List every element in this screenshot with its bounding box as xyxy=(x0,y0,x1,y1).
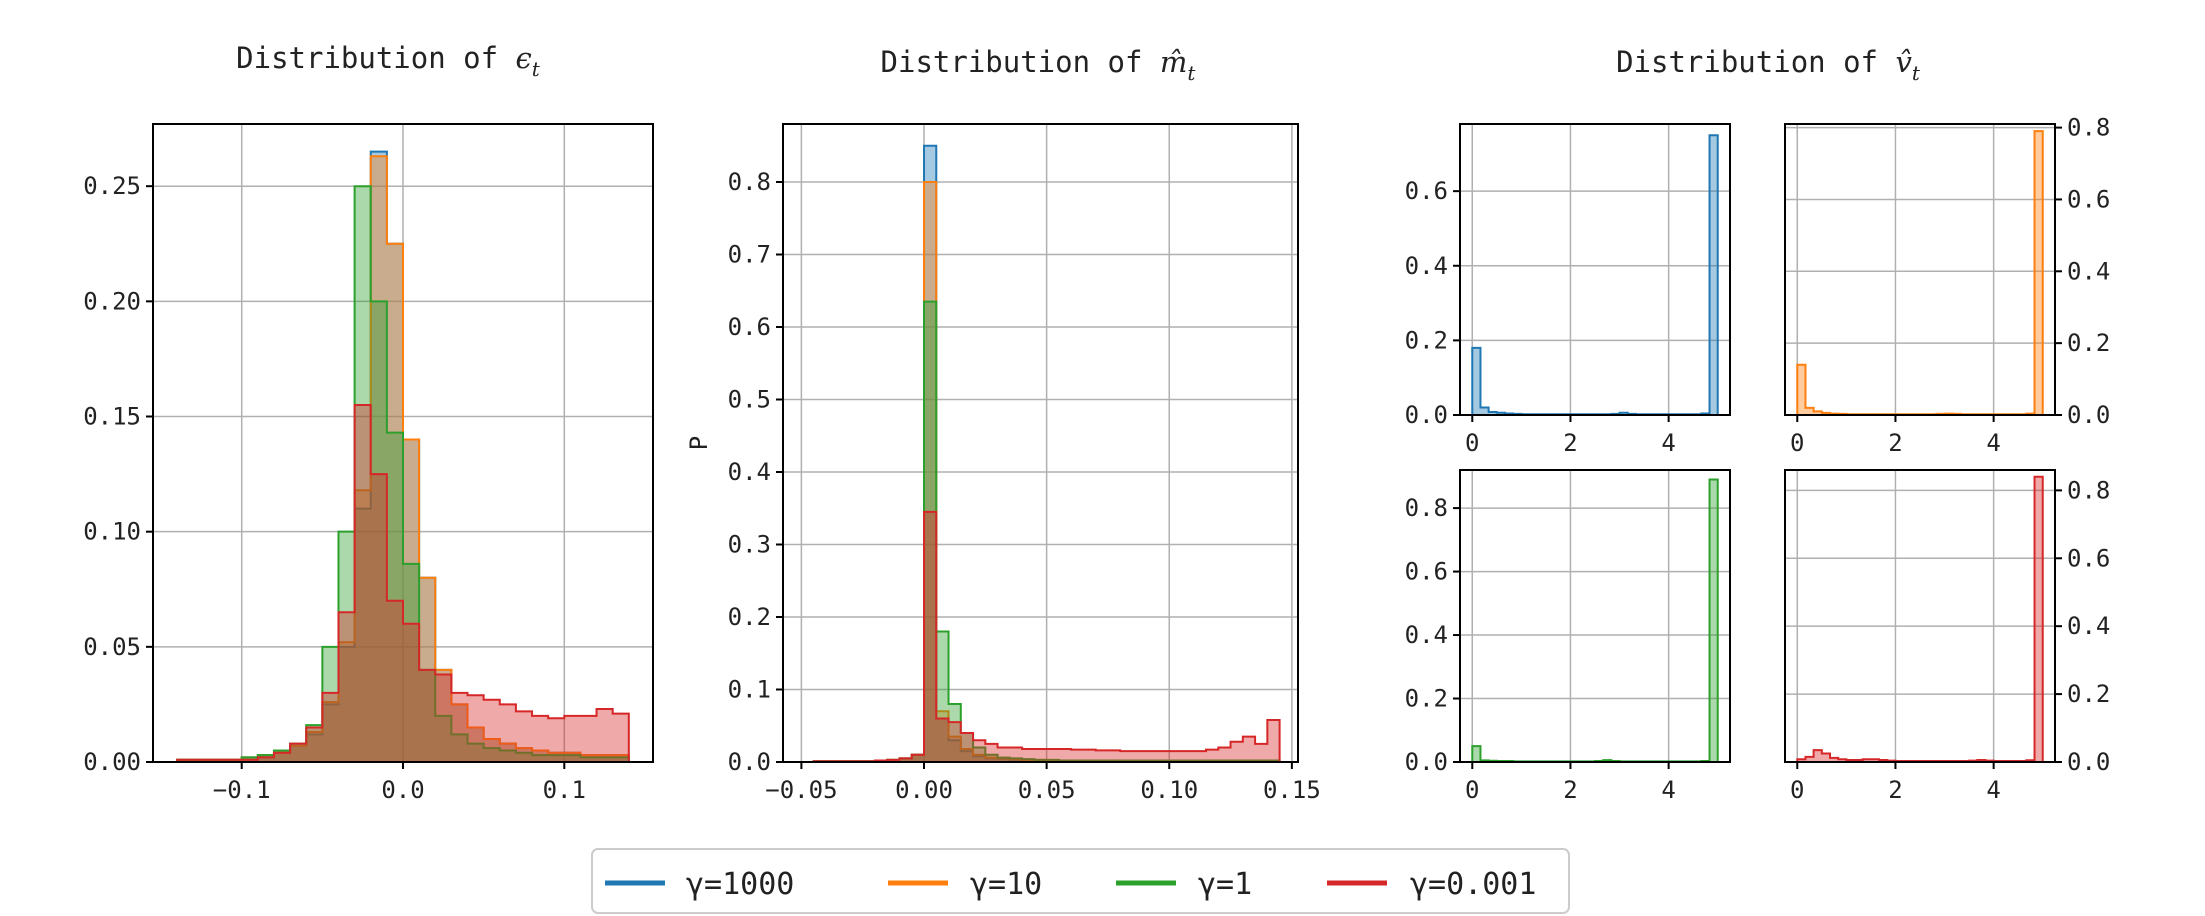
series-group xyxy=(1796,475,2044,762)
x-tick-label: 0.05 xyxy=(1018,776,1076,804)
y-axis-label: P xyxy=(685,436,713,450)
panel-vhat-2: 0 2 4 0.0 0.2 0.4 0.6 0.8 xyxy=(1784,114,2110,457)
y-tick-label: 0.05 xyxy=(83,633,141,661)
x-tick-label: 0.00 xyxy=(895,776,953,804)
y-tick-label: 0.3 xyxy=(728,531,771,559)
legend-frame xyxy=(591,848,1570,914)
axes-frame xyxy=(1784,469,2056,763)
axes-frame xyxy=(782,123,1299,763)
panel-eps: −0.1 0.0 0.1 0.00 0.05 0.10 0.15 0.20 0.25 Distri… xyxy=(83,41,654,804)
x-tick-label: 4 xyxy=(1986,429,2000,457)
x-tick-label: 0.15 xyxy=(1263,776,1321,804)
y-tick-label: 0.00 xyxy=(83,748,141,776)
axes-frame xyxy=(1459,123,1731,416)
x-tick-label: 0 xyxy=(1790,776,1804,804)
panel-title: Distribution of ϵt xyxy=(236,41,541,81)
legend-label-gamma-1000: γ=1000 xyxy=(686,867,794,902)
x-tick-label: 0 xyxy=(1790,429,1804,457)
histogram-series xyxy=(176,185,630,762)
y-tick-label: 0.6 xyxy=(2067,544,2110,572)
y-tick-label: 0.2 xyxy=(2067,680,2110,708)
y-tick-label: 0.6 xyxy=(728,313,771,341)
x-tick-label: 4 xyxy=(1661,429,1675,457)
panel-mhat: −0.05 0.00 0.05 0.10 0.15 0.0 0.1 0.2 0.3 0.4 0.5 0… xyxy=(685,45,1321,804)
y-tick-label: 0.25 xyxy=(83,172,141,200)
y-tick-label: 0.2 xyxy=(2067,329,2110,357)
y-tick-label: 0.4 xyxy=(2067,612,2110,640)
chart-panels: −0.1 0.0 0.10.000.050.100.150.200.25Distri… xyxy=(0,0,2111,916)
panel-vhat-1: 0 2 4 0.0 0.2 0.4 0.6 Distribution of v̂t xyxy=(1405,45,1921,457)
x-tick-label: 2 xyxy=(1888,429,1902,457)
legend-label-gamma-0001: γ=0.001 xyxy=(1410,867,1536,902)
plot-area xyxy=(1460,124,1730,415)
y-tick-label: 0.8 xyxy=(2067,476,2110,504)
y-tick-label: 0.0 xyxy=(1405,748,1448,776)
panel-title: Distribution of m̂t xyxy=(881,45,1197,85)
x-tick-label: 2 xyxy=(1563,429,1577,457)
y-tick-label: 0.7 xyxy=(728,241,771,269)
y-tick-label: 0.6 xyxy=(2067,185,2110,213)
y-tick-label: 0.0 xyxy=(2067,401,2110,429)
y-tick-label: 0.0 xyxy=(728,748,771,776)
y-tick-label: 0.6 xyxy=(1405,177,1448,205)
x-tick-label: 0 xyxy=(1465,776,1479,804)
y-tick-label: 0.8 xyxy=(728,168,771,196)
y-tick-label: 0.2 xyxy=(1405,685,1448,713)
panel-vhat-4: 0 2 4 0.0 0.2 0.4 0.6 0.8 xyxy=(1784,469,2110,804)
y-tick-label: 0.8 xyxy=(1405,494,1448,522)
y-tick-label: 0.8 xyxy=(2067,114,2110,142)
histogram-series xyxy=(1796,475,2044,762)
y-tick-label: 0.1 xyxy=(728,676,771,704)
plot-area xyxy=(783,124,1298,762)
axes-frame xyxy=(1784,123,2056,416)
series-group xyxy=(176,150,630,762)
histogram-series xyxy=(812,510,1281,762)
x-tick-label: 4 xyxy=(1661,776,1675,804)
y-tick-label: 0.5 xyxy=(728,386,771,414)
x-tick-label: 2 xyxy=(1888,776,1902,804)
y-tick-label: 0.4 xyxy=(1405,252,1448,280)
y-tick-label: 0.0 xyxy=(1405,401,1448,429)
plot-area xyxy=(1785,470,2055,762)
y-tick-label: 0.0 xyxy=(2067,748,2110,776)
left-crop-mask xyxy=(0,0,70,916)
x-tick-label: −0.1 xyxy=(213,776,271,804)
x-tick-label: 0.1 xyxy=(543,776,586,804)
legend-label-gamma-10: γ=10 xyxy=(970,867,1042,902)
plot-area xyxy=(1460,470,1730,762)
y-tick-label: 0.15 xyxy=(83,403,141,431)
legend: γ=1000 γ=10 γ=1 γ=0.001 xyxy=(591,848,1570,914)
axes-frame xyxy=(1459,469,1731,763)
y-tick-label: 0.20 xyxy=(83,287,141,315)
x-tick-label: 0.0 xyxy=(381,776,424,804)
x-tick-label: 2 xyxy=(1563,776,1577,804)
y-tick-label: 0.4 xyxy=(1405,621,1448,649)
panel-title: Distribution of v̂t xyxy=(1616,45,1921,85)
plot-area xyxy=(1785,124,2055,415)
y-tick-label: 0.6 xyxy=(1405,558,1448,586)
y-tick-label: 0.10 xyxy=(83,518,141,546)
series-group xyxy=(812,144,1281,762)
y-tick-label: 0.4 xyxy=(2067,257,2110,285)
panel-vhat-3: 0 2 4 0.0 0.2 0.4 0.6 0.8 xyxy=(1405,469,1731,804)
y-tick-label: 0.2 xyxy=(1405,326,1448,354)
x-tick-label: 0.10 xyxy=(1140,776,1198,804)
x-tick-label: −0.05 xyxy=(765,776,837,804)
x-tick-label: 0 xyxy=(1465,429,1479,457)
y-tick-label: 0.4 xyxy=(728,458,771,486)
x-tick-label: 4 xyxy=(1986,776,2000,804)
y-tick-label: 0.2 xyxy=(728,603,771,631)
legend-label-gamma-1: γ=1 xyxy=(1198,867,1252,902)
histogram-series xyxy=(176,403,630,762)
